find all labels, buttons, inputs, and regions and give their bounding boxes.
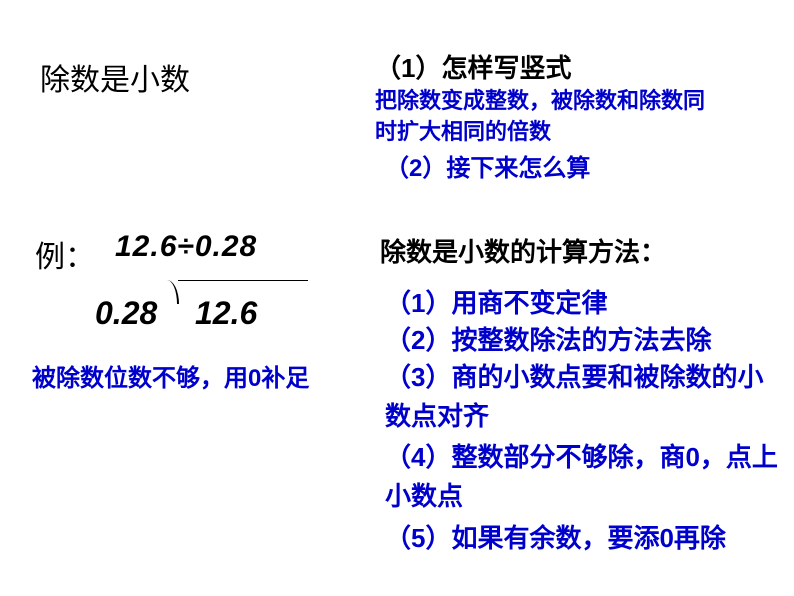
method-item-2: （2）按整数除法的方法去除 [385,320,711,357]
example-label: 例： [35,232,95,276]
method-item-5: （5）如果有余数，要添0再除 [385,518,726,555]
method-item-3: （3）商的小数点要和被除数的小数点对齐 [385,358,785,436]
method-4-text: （4）整数部分不够除，商0，点上小数点 [385,442,778,511]
question-2: （2）接下来怎么算 [385,148,590,183]
question-1-answer: 把除数变成整数，被除数和除数同时扩大相同的倍数 [375,86,725,148]
method-title: 除数是小数的计算方法： [380,232,666,269]
long-division-dividend: 12.6 [195,295,257,332]
dividend-note: 被除数位数不够，用0补足 [32,358,309,393]
method-item-1: （1）用商不变定律 [385,283,607,320]
main-title: 除数是小数 [40,55,190,99]
division-line [178,280,308,281]
method-3-text: （3）商的小数点要和被除数的小数点对齐 [385,362,763,431]
example-expression: 12.6÷0.28 [115,230,257,264]
division-curve [167,280,179,304]
long-division-divisor: 0.28 [95,295,157,332]
q1-answer-text: 把除数变成整数，被除数和除数同时扩大相同的倍数 [375,88,705,144]
method-item-4: （4）整数部分不够除，商0，点上小数点 [385,438,785,516]
question-1: （1）怎样写竖式 [375,48,571,85]
